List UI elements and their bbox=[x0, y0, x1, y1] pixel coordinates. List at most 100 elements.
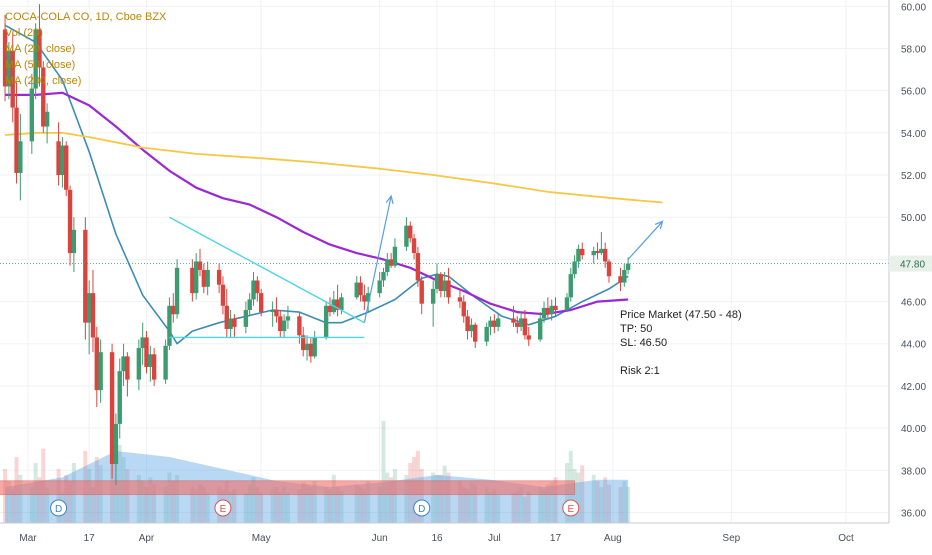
candle-down[interactable] bbox=[515, 322, 520, 327]
trade-note[interactable]: Price Market (47.50 - 48) TP: 50 SL: 46.… bbox=[620, 309, 742, 377]
candle-up[interactable] bbox=[622, 269, 627, 283]
candle-down[interactable] bbox=[2, 29, 8, 87]
candle-up[interactable] bbox=[243, 310, 249, 327]
candle-down[interactable] bbox=[526, 335, 531, 340]
candle-up[interactable] bbox=[469, 324, 474, 332]
candle-down[interactable] bbox=[595, 250, 600, 254]
candle-up[interactable] bbox=[174, 267, 180, 315]
projection-arrow[interactable] bbox=[363, 196, 392, 323]
legend-ma200[interactable]: MA (200, close) bbox=[5, 75, 81, 87]
candle-up[interactable] bbox=[564, 297, 570, 311]
candle-up[interactable] bbox=[60, 145, 65, 176]
candle-up[interactable] bbox=[549, 305, 554, 315]
legend-ma20[interactable]: MA (20, close) bbox=[5, 43, 75, 55]
candle-down[interactable] bbox=[388, 259, 394, 266]
candle-up[interactable] bbox=[572, 261, 577, 275]
candle-down[interactable] bbox=[308, 343, 314, 357]
candle-down[interactable] bbox=[465, 316, 470, 332]
candle-down[interactable] bbox=[220, 284, 226, 306]
candle-down[interactable] bbox=[37, 29, 42, 68]
candle-down[interactable] bbox=[446, 280, 451, 298]
candle-down[interactable] bbox=[14, 107, 19, 173]
candle-down[interactable] bbox=[64, 145, 69, 190]
candle-down[interactable] bbox=[56, 141, 61, 176]
candle-up[interactable] bbox=[247, 299, 252, 311]
candle-up[interactable] bbox=[270, 310, 275, 313]
drawings[interactable] bbox=[0, 194, 889, 339]
candle-up[interactable] bbox=[377, 280, 382, 294]
candle-down[interactable] bbox=[274, 310, 279, 317]
candle-up[interactable] bbox=[113, 423, 119, 464]
candle-up[interactable] bbox=[281, 320, 287, 332]
candle-down[interactable] bbox=[109, 352, 115, 464]
candle-down[interactable] bbox=[511, 318, 516, 323]
candle-up[interactable] bbox=[167, 305, 172, 346]
candle-down[interactable] bbox=[171, 305, 176, 315]
candle-up[interactable] bbox=[541, 307, 547, 319]
candle-down[interactable] bbox=[606, 261, 612, 277]
candle-down[interactable] bbox=[201, 269, 207, 287]
dividend-event-marker[interactable]: D bbox=[413, 499, 431, 517]
candle-up[interactable] bbox=[18, 141, 23, 173]
candle-up[interactable] bbox=[576, 248, 581, 262]
candle-up[interactable] bbox=[488, 320, 493, 327]
candle-up[interactable] bbox=[430, 288, 436, 304]
candle-up[interactable] bbox=[591, 250, 596, 256]
legend-volume[interactable]: Vol (20) bbox=[5, 27, 43, 39]
candle-down[interactable] bbox=[473, 324, 478, 342]
candle-up[interactable] bbox=[339, 297, 344, 311]
candle-down[interactable] bbox=[94, 337, 100, 391]
candle-up[interactable] bbox=[140, 337, 145, 348]
candle-up[interactable] bbox=[354, 282, 359, 298]
candle-down[interactable] bbox=[457, 297, 463, 302]
candle-down[interactable] bbox=[255, 280, 260, 294]
candle-up[interactable] bbox=[205, 269, 210, 287]
earnings-event-marker[interactable]: E bbox=[214, 499, 232, 517]
earnings-event-marker[interactable]: E bbox=[562, 499, 580, 517]
time-axis[interactable]: Mar 17 Apr May Jun 16 Jul 17 Aug Sep Oct bbox=[0, 522, 889, 544]
candle-up[interactable] bbox=[163, 345, 168, 380]
candle-down[interactable] bbox=[301, 335, 306, 351]
candle-up[interactable] bbox=[29, 88, 35, 142]
candle-up[interactable] bbox=[599, 248, 604, 254]
candle-up[interactable] bbox=[518, 318, 524, 327]
candle-down[interactable] bbox=[190, 267, 195, 294]
candle-down[interactable] bbox=[415, 253, 421, 281]
candle-down[interactable] bbox=[327, 305, 333, 313]
candle-up[interactable] bbox=[148, 354, 153, 367]
candle-down[interactable] bbox=[10, 50, 15, 108]
trendline-descending[interactable] bbox=[169, 216, 365, 324]
candle-down[interactable] bbox=[224, 305, 229, 329]
candle-down[interactable] bbox=[297, 316, 302, 336]
candlesticks[interactable] bbox=[2, 4, 631, 486]
candle-down[interactable] bbox=[580, 248, 585, 256]
candle-up[interactable] bbox=[71, 229, 77, 254]
legend-ma50[interactable]: MA (50, close) bbox=[5, 59, 75, 71]
candle-up[interactable] bbox=[392, 246, 398, 266]
candle-up[interactable] bbox=[228, 318, 233, 329]
candle-down[interactable] bbox=[335, 299, 340, 311]
candle-up[interactable] bbox=[136, 347, 142, 380]
candle-up[interactable] bbox=[434, 274, 440, 289]
candle-down[interactable] bbox=[362, 295, 367, 302]
candle-down[interactable] bbox=[492, 320, 497, 327]
candle-up[interactable] bbox=[86, 293, 92, 323]
candle-up[interactable] bbox=[193, 261, 199, 294]
candle-up[interactable] bbox=[121, 356, 126, 372]
candle-up[interactable] bbox=[33, 29, 38, 89]
candle-down[interactable] bbox=[125, 356, 130, 380]
candle-down[interactable] bbox=[41, 67, 46, 127]
candle-down[interactable] bbox=[522, 318, 528, 336]
candle-down[interactable] bbox=[67, 189, 73, 254]
candle-down[interactable] bbox=[232, 318, 237, 327]
candle-up[interactable] bbox=[385, 259, 390, 273]
dividend-event-marker[interactable]: D bbox=[50, 499, 68, 517]
candle-up[interactable] bbox=[495, 318, 501, 327]
candle-down[interactable] bbox=[90, 293, 96, 338]
candle-up[interactable] bbox=[304, 343, 310, 351]
candle-up[interactable] bbox=[538, 318, 543, 340]
candle-up[interactable] bbox=[568, 274, 573, 298]
candle-down[interactable] bbox=[438, 274, 444, 292]
candle-down[interactable] bbox=[411, 238, 417, 254]
candle-down[interactable] bbox=[618, 276, 623, 283]
